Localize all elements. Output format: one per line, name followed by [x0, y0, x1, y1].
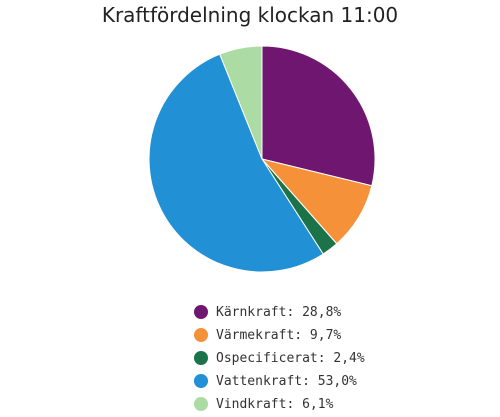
legend-item[interactable]: Vattenkraft: 53,0% — [194, 371, 474, 391]
legend-label: Värmekraft: 9,7% — [216, 327, 342, 343]
legend-marker — [194, 374, 208, 388]
pie-slice-vattenkraft[interactable] — [148, 53, 324, 273]
legend-item[interactable]: Vindkraft: 6,1% — [194, 394, 474, 414]
legend-marker — [194, 397, 208, 411]
chart-title: Kraftfördelning klockan 11:00 — [101, 3, 399, 27]
legend-label: Vattenkraft: 53,0% — [216, 373, 357, 389]
legend-item[interactable]: Kärnkraft: 28,8% — [194, 302, 474, 322]
pie-slice-vindkraft[interactable] — [219, 45, 263, 160]
legend-label: Kärnkraft: 28,8% — [216, 304, 342, 320]
legend-item[interactable]: Värmekraft: 9,7% — [194, 325, 474, 345]
pie-slice-kärnkraft[interactable] — [261, 45, 376, 187]
legend-marker — [194, 305, 208, 319]
legend-marker — [194, 328, 208, 342]
chart-legend: Kärnkraft: 28,8% Värmekraft: 9,7% Ospecifi… — [194, 302, 474, 417]
legend-label: Ospecificerat: 2,4% — [216, 350, 365, 366]
legend-item[interactable]: Ospecificerat: 2,4% — [194, 348, 474, 368]
legend-marker — [194, 351, 208, 365]
pie-chart — [148, 45, 376, 273]
legend-label: Vindkraft: 6,1% — [216, 396, 334, 412]
